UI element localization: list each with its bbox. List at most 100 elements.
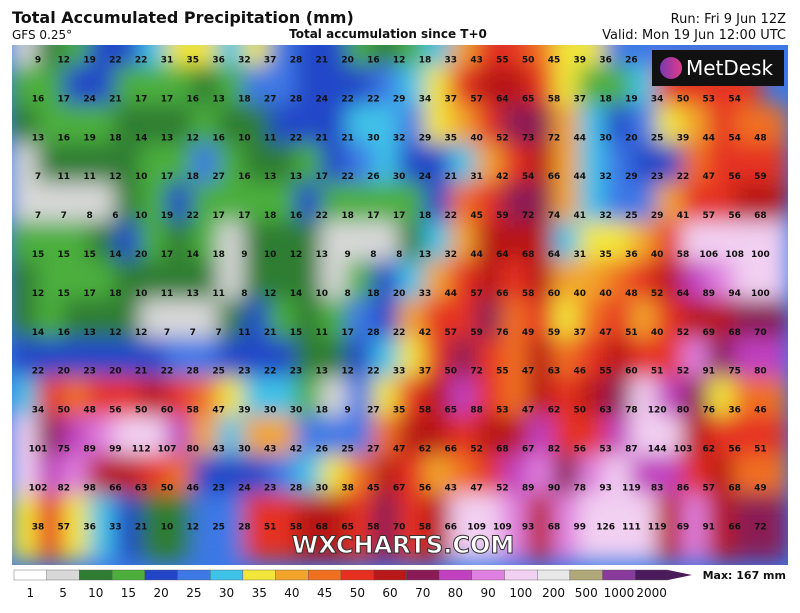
grid-value: 25	[625, 211, 638, 221]
grid-value: 31	[574, 250, 587, 260]
grid-value: 42	[419, 328, 432, 338]
grid-value: 37	[445, 94, 458, 104]
grid-value: 34	[32, 406, 45, 416]
grid-value: 10	[264, 250, 277, 260]
grid-value: 16	[238, 172, 251, 182]
logo-text: MetDesk	[686, 56, 774, 80]
grid-value: 29	[419, 133, 432, 143]
grid-value: 23	[290, 367, 303, 377]
grid-value: 80	[754, 367, 767, 377]
grid-value: 30	[290, 406, 303, 416]
grid-value: 14	[109, 250, 122, 260]
colorbar-label: 5	[59, 586, 67, 600]
colorbar-swatch	[471, 569, 505, 581]
colorbar-swatch	[504, 569, 538, 581]
grid-value: 99	[109, 445, 122, 455]
grid-value: 144	[648, 445, 667, 455]
grid-value: 46	[187, 483, 200, 493]
grid-value: 64	[496, 250, 509, 260]
grid-value: 21	[135, 522, 148, 532]
grid-value: 13	[212, 94, 225, 104]
colorbar-label: 30	[219, 586, 234, 600]
grid-value: 22	[264, 367, 277, 377]
grid-value: 83	[651, 483, 664, 493]
grid-value: 7	[164, 328, 170, 338]
colorbar-label: 500	[575, 586, 598, 600]
grid-value: 57	[703, 211, 716, 221]
grid-value: 50	[677, 94, 690, 104]
grid-value: 70	[393, 522, 406, 532]
grid-value: 70	[754, 328, 767, 338]
grid-value: 15	[58, 289, 71, 299]
grid-value: 47	[522, 367, 535, 377]
grid-value: 28	[290, 56, 303, 66]
grid-value: 93	[522, 522, 535, 532]
colorbar-swatch	[79, 569, 113, 581]
grid-value: 37	[574, 94, 587, 104]
grid-value: 9	[344, 250, 350, 260]
grid-value: 19	[161, 211, 174, 221]
colorbar-label: 70	[415, 586, 430, 600]
grid-value: 76	[496, 328, 509, 338]
grid-value: 126	[596, 522, 615, 532]
grid-value: 18	[187, 172, 200, 182]
grid-value: 68	[522, 250, 535, 260]
grid-value: 119	[648, 522, 667, 532]
grid-value: 22	[187, 211, 200, 221]
grid-value: 22	[367, 94, 380, 104]
grid-value: 30	[599, 133, 612, 143]
grid-value: 66	[445, 445, 458, 455]
colorbar-swatch	[635, 569, 669, 581]
grid-value: 44	[703, 133, 716, 143]
grid-value: 49	[754, 483, 767, 493]
grid-value: 36	[728, 406, 741, 416]
precip-cell	[733, 493, 788, 561]
grid-value: 57	[58, 522, 71, 532]
grid-value: 18	[367, 289, 380, 299]
grid-value: 24	[83, 94, 96, 104]
grid-value: 68	[728, 483, 741, 493]
grid-value: 69	[677, 522, 690, 532]
grid-value: 19	[83, 133, 96, 143]
grid-value: 24	[316, 94, 329, 104]
grid-value: 59	[496, 211, 509, 221]
grid-value: 12	[393, 56, 406, 66]
grid-value: 64	[548, 250, 561, 260]
grid-value: 10	[135, 172, 148, 182]
grid-value: 34	[651, 94, 664, 104]
grid-value: 16	[58, 133, 71, 143]
grid-value: 75	[728, 367, 741, 377]
grid-value: 53	[496, 406, 509, 416]
grid-value: 91	[703, 522, 716, 532]
grid-value: 93	[599, 483, 612, 493]
colorbar-swatch	[602, 569, 636, 581]
grid-value: 58	[187, 406, 200, 416]
grid-value: 55	[496, 367, 509, 377]
grid-value: 65	[445, 406, 458, 416]
grid-value: 12	[135, 328, 148, 338]
grid-value: 41	[677, 211, 690, 221]
grid-value: 45	[548, 56, 561, 66]
grid-value: 20	[135, 250, 148, 260]
grid-value: 50	[522, 56, 535, 66]
grid-value: 57	[470, 289, 483, 299]
grid-value: 12	[341, 367, 354, 377]
grid-value: 11	[316, 328, 329, 338]
grid-value: 33	[445, 56, 458, 66]
grid-value: 13	[316, 367, 329, 377]
grid-value: 57	[703, 483, 716, 493]
grid-value: 74	[548, 211, 561, 221]
grid-value: 68	[496, 445, 509, 455]
colorbar-swatch	[46, 569, 80, 581]
grid-value: 106	[699, 250, 718, 260]
colorbar-swatch	[275, 569, 309, 581]
colorbar-label: 2000	[636, 586, 667, 600]
colorbar-label: 15	[121, 586, 136, 600]
grid-value: 20	[393, 289, 406, 299]
grid-value: 55	[599, 367, 612, 377]
grid-value: 40	[651, 250, 664, 260]
grid-value: 65	[522, 94, 535, 104]
grid-value: 17	[393, 211, 406, 221]
grid-value: 11	[58, 172, 71, 182]
grid-value: 54	[728, 94, 741, 104]
